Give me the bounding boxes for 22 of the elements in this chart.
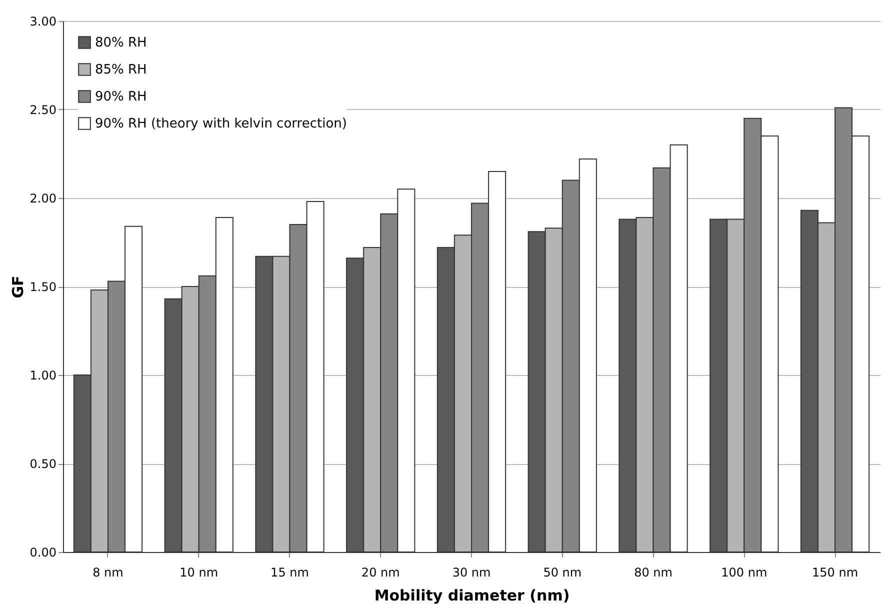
x-tick-label: 50 nm — [543, 566, 582, 580]
x-tick-label: 100 nm — [721, 566, 768, 580]
y-tick-label: 0.00 — [30, 546, 56, 560]
legend-label: 90% RH (theory with kelvin correction) — [95, 116, 347, 132]
y-tick-label: 2.50 — [30, 103, 56, 117]
x-tick-label: 30 nm — [452, 566, 491, 580]
x-tick-label: 10 nm — [180, 566, 218, 580]
y-tick-label: 0.50 — [30, 457, 56, 471]
y-axis-title: GF — [8, 276, 27, 298]
y-tick-label: 1.00 — [30, 368, 56, 382]
legend-label: 90% RH — [95, 90, 147, 104]
legend-label: 80% RH — [95, 36, 147, 50]
x-tick-label: 80 nm — [634, 566, 672, 580]
y-tick-label: 1.50 — [30, 280, 56, 294]
x-tick-label: 150 nm — [812, 566, 858, 580]
x-tick-label: 8 nm — [92, 566, 124, 580]
x-tick-label: 15 nm — [270, 566, 309, 580]
y-tick-label: 2.00 — [30, 192, 56, 206]
legend-label: 85% RH — [95, 62, 147, 78]
x-axis-title: Mobility diameter (nm) — [374, 586, 570, 604]
x-tick-label: 20 nm — [361, 566, 400, 580]
y-tick-label: 3.00 — [30, 14, 56, 28]
